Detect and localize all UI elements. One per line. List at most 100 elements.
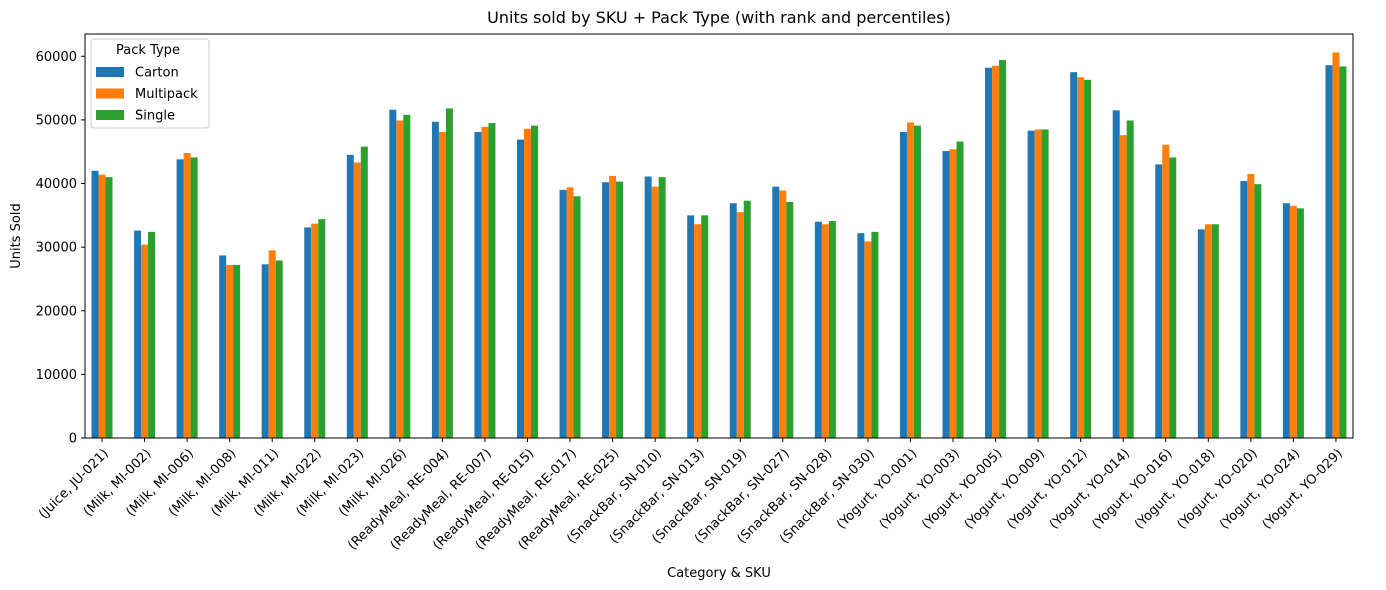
bar-carton-11 (559, 189, 567, 438)
bar-multipack-19 (906, 122, 914, 439)
bar-carton-12 (602, 182, 610, 438)
bar-carton-20 (942, 151, 950, 438)
bar-multipack-1 (141, 244, 149, 438)
y-tick-label: 0 (69, 432, 77, 447)
y-axis: 0 10000 20000 30000 40000 50000 60000 (36, 50, 85, 447)
bar-single-12 (616, 181, 624, 438)
bar-multipack-9 (481, 126, 489, 438)
bar-single-5 (318, 219, 326, 438)
bar-single-17 (828, 221, 836, 438)
x-axis-label: Category & SKU (667, 566, 771, 581)
chart-title: Units sold by SKU + Pack Type (with rank… (487, 8, 951, 27)
bar-carton-27 (1240, 180, 1248, 438)
bar-multipack-25 (1162, 144, 1170, 438)
legend-entries: Carton Multipack Single (96, 66, 198, 124)
y-tick-label: 10000 (36, 368, 77, 383)
bar-single-1 (148, 231, 156, 438)
bar-multipack-10 (524, 128, 531, 439)
bar-multipack-26 (1204, 224, 1212, 438)
bar-multipack-13 (651, 186, 659, 438)
y-tick-label: 50000 (36, 113, 77, 128)
bar-carton-18 (857, 233, 865, 438)
legend-swatch-multipack (96, 88, 124, 99)
bar-carton-7 (389, 109, 397, 439)
bars-layer (91, 52, 1347, 439)
bar-single-7 (403, 114, 411, 439)
bar-multipack-11 (566, 187, 574, 438)
bar-single-23 (1084, 79, 1092, 438)
bar-multipack-15 (736, 212, 744, 438)
bar-single-0 (105, 177, 113, 438)
bar-carton-17 (814, 221, 822, 438)
bar-single-28 (1296, 208, 1304, 438)
bar-single-21 (999, 60, 1007, 439)
bar-multipack-5 (311, 223, 319, 438)
legend-swatch-single (96, 110, 124, 120)
bar-multipack-22 (1034, 129, 1042, 438)
bar-carton-26 (1197, 229, 1205, 438)
bar-single-10 (531, 125, 538, 439)
bar-single-16 (786, 201, 794, 438)
bar-carton-15 (729, 203, 737, 438)
legend-label-carton: Carton (135, 66, 179, 81)
bar-single-3 (233, 264, 241, 438)
bar-carton-6 (346, 154, 354, 438)
bar-carton-14 (687, 215, 695, 438)
legend-label-single: Single (135, 109, 175, 124)
bar-single-4 (275, 260, 283, 438)
bar-carton-1 (134, 230, 142, 438)
bar-multipack-23 (1077, 77, 1085, 438)
bar-single-18 (871, 231, 879, 438)
bar-single-22 (1041, 129, 1049, 438)
bar-multipack-27 (1247, 173, 1255, 438)
legend-label-multipack: Multipack (135, 87, 198, 102)
bar-multipack-7 (396, 120, 404, 438)
bar-multipack-17 (821, 224, 829, 438)
bar-multipack-2 (183, 152, 191, 438)
bar-single-15 (743, 200, 751, 438)
legend-title: Pack Type (116, 43, 180, 58)
bar-multipack-28 (1289, 205, 1297, 438)
y-tick-label: 20000 (36, 304, 77, 319)
bar-carton-19 (899, 131, 907, 439)
bar-multipack-29 (1332, 52, 1340, 438)
bar-carton-21 (985, 67, 993, 438)
bar-carton-13 (644, 176, 652, 438)
y-tick-label: 40000 (36, 177, 77, 192)
bar-carton-5 (304, 227, 312, 438)
bar-carton-16 (772, 186, 780, 438)
bar-multipack-8 (438, 131, 446, 439)
y-axis-label: Units Sold (9, 203, 24, 268)
bar-carton-9 (474, 131, 482, 439)
bar-carton-4 (261, 264, 269, 438)
bar-single-11 (573, 196, 581, 438)
y-tick-label: 60000 (36, 50, 77, 65)
bar-multipack-6 (353, 162, 361, 438)
bar-multipack-18 (864, 241, 872, 438)
bar-single-8 (445, 108, 453, 438)
bar-carton-25 (1155, 164, 1163, 438)
bar-single-14 (701, 215, 709, 438)
bar-carton-22 (1027, 130, 1035, 438)
bar-single-20 (956, 141, 964, 438)
plot-frame (84, 33, 1354, 439)
bar-multipack-16 (779, 190, 787, 438)
bar-carton-2 (176, 159, 184, 438)
bar-single-9 (488, 123, 496, 438)
bar-multipack-24 (1119, 135, 1127, 438)
bar-multipack-14 (694, 224, 702, 438)
bar-multipack-21 (992, 65, 1000, 438)
bar-carton-10 (517, 139, 524, 439)
bar-carton-8 (431, 121, 439, 439)
bar-carton-0 (91, 170, 99, 439)
bar-single-2 (190, 157, 198, 438)
bar-single-24 (1126, 120, 1134, 438)
bar-multipack-12 (609, 175, 617, 438)
bar-multipack-0 (98, 174, 106, 438)
bar-multipack-4 (268, 250, 276, 438)
bar-carton-24 (1112, 110, 1120, 438)
bar-single-27 (1254, 184, 1262, 438)
legend: Pack Type Carton Multipack Single (90, 38, 210, 129)
legend-swatch-carton (96, 67, 124, 77)
